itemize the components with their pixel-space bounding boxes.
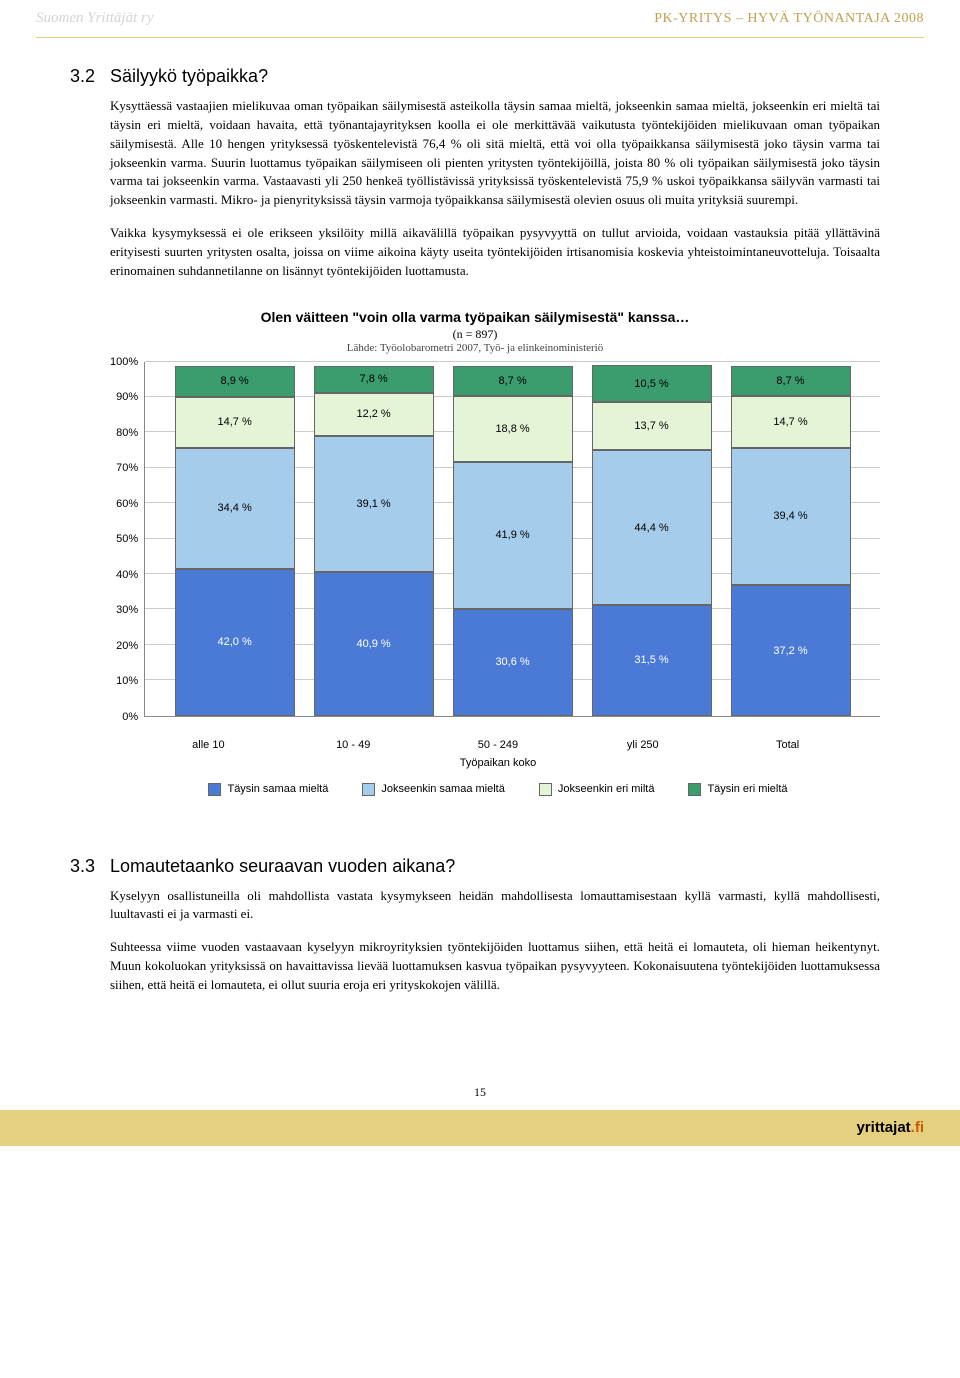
- bar-segment: 12,2 %: [314, 393, 434, 436]
- chart-legend: Täysin samaa mieltä Jokseenkin samaa miel…: [116, 783, 880, 796]
- bar-segment: 8,7 %: [453, 366, 573, 396]
- page-number: 15: [0, 1085, 960, 1100]
- footer-bar: yrittajat.fi: [0, 1110, 960, 1146]
- section-title: Säilyykö työpaikka?: [110, 66, 268, 87]
- footer-logo-main: yrittajat: [856, 1119, 910, 1136]
- chart-bar: 30,6 %41,9 %18,8 %8,7 %: [453, 366, 573, 716]
- body-paragraph: Kysyttäessä vastaajien mielikuvaa oman t…: [110, 97, 880, 210]
- legend-label: Jokseenkin samaa mieltä: [381, 783, 505, 795]
- bar-segment: 44,4 %: [592, 450, 712, 605]
- chart-bar: 37,2 %39,4 %14,7 %8,7 %: [731, 366, 851, 716]
- footer-logo: yrittajat.fi: [856, 1119, 924, 1136]
- bar-segment: 10,5 %: [592, 365, 712, 402]
- y-axis: 100%90%80%70%60%50%40%30%20%10%0%: [110, 362, 144, 717]
- main-content: 3.2 Säilyykö työpaikka? Kysyttäessä vast…: [0, 66, 960, 995]
- bar-segment: 14,7 %: [175, 397, 295, 448]
- stacked-bar-chart: 100%90%80%70%60%50%40%30%20%10%0% 42,0 %…: [110, 362, 880, 717]
- page-header: Suomen Yrittäjät ry PK-YRITYS – HYVÄ TYÖ…: [0, 0, 960, 37]
- header-divider: [36, 37, 924, 38]
- bar-segment: 7,8 %: [314, 366, 434, 393]
- legend-label: Jokseenkin eri miltä: [558, 783, 655, 795]
- chart-bar: 42,0 %34,4 %14,7 %8,9 %: [175, 366, 295, 716]
- bar-segment: 40,9 %: [314, 572, 434, 715]
- x-tick-label: alle 10: [148, 739, 268, 751]
- bar-segment: 8,9 %: [175, 366, 295, 397]
- chart-bars: 42,0 %34,4 %14,7 %8,9 %40,9 %39,1 %12,2 …: [145, 362, 880, 716]
- bar-segment: 42,0 %: [175, 569, 295, 716]
- body-paragraph: Suhteessa viime vuoden vastaavaan kysely…: [110, 938, 880, 995]
- x-tick-label: 50 - 249: [438, 739, 558, 751]
- x-axis-title: Työpaikan koko: [116, 757, 880, 769]
- header-doc-title: PK-YRITYS – HYVÄ TYÖNANTAJA 2008: [654, 11, 924, 27]
- page-footer: 15 yrittajat.fi: [0, 1085, 960, 1146]
- legend-swatch: [362, 783, 375, 796]
- bar-segment: 39,4 %: [731, 448, 851, 586]
- chart-subtitle: (n = 897): [70, 327, 880, 342]
- bar-segment: 30,6 %: [453, 609, 573, 716]
- chart-title: Olen väitteen "voin olla varma työpaikan…: [70, 309, 880, 325]
- chart-bar: 40,9 %39,1 %12,2 %7,8 %: [314, 366, 434, 716]
- bar-segment: 41,9 %: [453, 462, 573, 609]
- bar-segment: 18,8 %: [453, 396, 573, 462]
- section-title: Lomautetaanko seuraavan vuoden aikana?: [110, 856, 455, 877]
- chart-source: Lähde: Työolobarometri 2007, Työ- ja eli…: [70, 342, 880, 354]
- legend-item: Jokseenkin eri miltä: [539, 783, 655, 796]
- section-heading-2: 3.3 Lomautetaanko seuraavan vuoden aikan…: [70, 856, 880, 877]
- bar-segment: 14,7 %: [731, 396, 851, 447]
- bar-segment: 39,1 %: [314, 436, 434, 573]
- x-tick-label: 10 - 49: [293, 739, 413, 751]
- legend-label: Täysin samaa mieltä: [227, 783, 328, 795]
- chart-bar: 31,5 %44,4 %13,7 %10,5 %: [592, 365, 712, 715]
- legend-item: Täysin samaa mieltä: [208, 783, 328, 796]
- x-tick-label: yli 250: [583, 739, 703, 751]
- bar-segment: 13,7 %: [592, 402, 712, 450]
- legend-item: Täysin eri mieltä: [688, 783, 787, 796]
- body-paragraph: Kyselyyn osallistuneilla oli mahdollista…: [110, 887, 880, 925]
- section-number: 3.3: [70, 856, 110, 877]
- legend-item: Jokseenkin samaa mieltä: [362, 783, 505, 796]
- section-number: 3.2: [70, 66, 110, 87]
- bar-segment: 37,2 %: [731, 585, 851, 715]
- legend-swatch: [539, 783, 552, 796]
- chart-plot-area: 42,0 %34,4 %14,7 %8,9 %40,9 %39,1 %12,2 …: [144, 362, 880, 717]
- bar-segment: 8,7 %: [731, 366, 851, 396]
- bar-segment: 31,5 %: [592, 605, 712, 715]
- x-tick-label: Total: [728, 739, 848, 751]
- bar-segment: 34,4 %: [175, 448, 295, 568]
- header-org: Suomen Yrittäjät ry: [36, 10, 154, 27]
- legend-swatch: [208, 783, 221, 796]
- x-axis-labels: alle 10 10 - 49 50 - 249 yli 250 Total: [116, 735, 880, 751]
- legend-label: Täysin eri mieltä: [707, 783, 787, 795]
- footer-logo-ext: .fi: [911, 1119, 924, 1136]
- section-heading-1: 3.2 Säilyykö työpaikka?: [70, 66, 880, 87]
- body-paragraph: Vaikka kysymyksessä ei ole erikseen yksi…: [110, 224, 880, 281]
- legend-swatch: [688, 783, 701, 796]
